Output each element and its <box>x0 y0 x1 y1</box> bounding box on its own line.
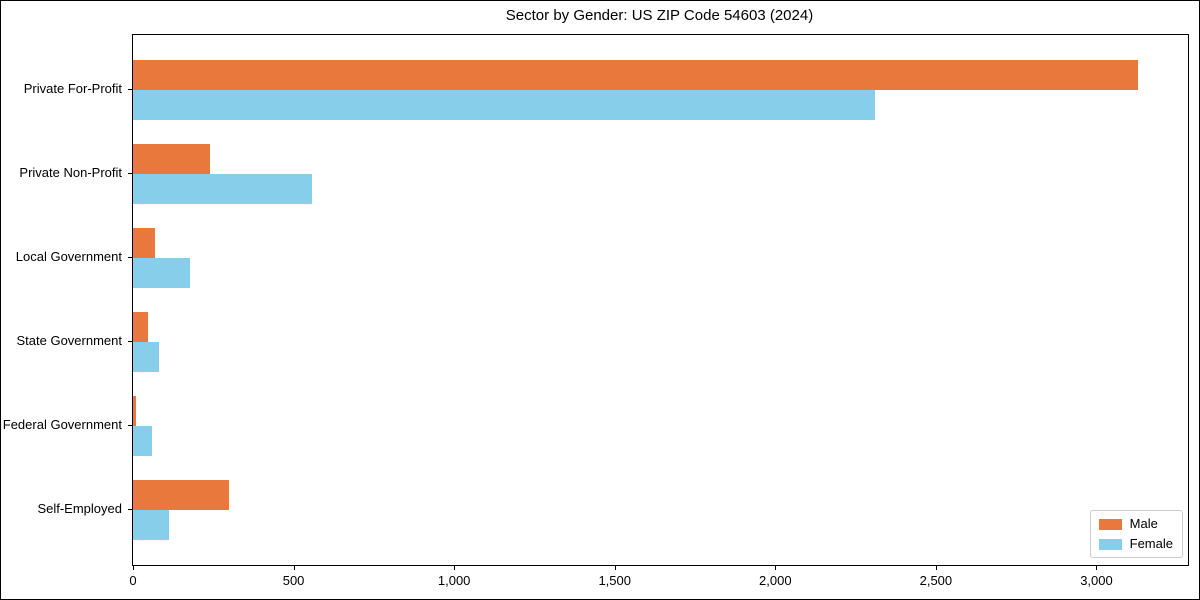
y-tick-mark-2 <box>128 257 132 258</box>
female-swatch-icon <box>1098 538 1122 550</box>
y-tick-mark-1 <box>128 173 132 174</box>
bar-male-5 <box>133 480 229 510</box>
x-tick-label-5: 2,500 <box>919 573 953 588</box>
y-tick-mark-3 <box>128 341 132 342</box>
legend: Male Female <box>1089 510 1183 558</box>
bar-female-3 <box>133 342 159 372</box>
bar-female-4 <box>133 426 152 456</box>
legend-item-female: Female <box>1098 536 1173 551</box>
x-tick-mark-0 <box>133 566 134 570</box>
y-tick-mark-4 <box>128 425 132 426</box>
x-tick-label-4: 2,000 <box>759 573 792 588</box>
x-tick-label-1: 500 <box>282 573 305 588</box>
legend-item-male: Male <box>1098 516 1173 531</box>
y-tick-mark-5 <box>128 509 132 510</box>
y-tick-label-0: Private For-Profit <box>23 81 122 96</box>
bar-male-4 <box>133 396 137 426</box>
x-tick-mark-6 <box>1096 566 1098 570</box>
y-tick-label-1: Private Non-Profit <box>19 165 122 180</box>
legend-label-female: Female <box>1129 536 1173 551</box>
bar-female-1 <box>133 174 313 204</box>
y-tick-label-4: Federal Government <box>2 417 122 432</box>
bar-female-2 <box>133 258 190 288</box>
x-tick-label-2: 1,000 <box>437 573 471 588</box>
bar-male-2 <box>133 228 156 258</box>
x-tick-mark-3 <box>614 566 616 570</box>
male-swatch-icon <box>1098 518 1122 530</box>
chart-title: Sector by Gender: US ZIP Code 54603 (202… <box>505 7 814 24</box>
bar-male-0 <box>133 60 1139 90</box>
plot-area: Male Female <box>132 34 1189 566</box>
x-tick-mark-4 <box>775 566 777 570</box>
y-tick-label-2: Local Government <box>15 249 122 264</box>
bar-male-3 <box>133 312 149 342</box>
x-tick-label-6: 3,000 <box>1080 573 1113 588</box>
x-tick-label-3: 1,500 <box>598 573 631 588</box>
x-tick-label-0: 0 <box>129 573 137 588</box>
bar-male-1 <box>133 144 211 174</box>
bar-female-0 <box>133 90 875 120</box>
x-tick-mark-1 <box>293 566 295 570</box>
legend-label-male: Male <box>1129 516 1158 531</box>
y-tick-mark-0 <box>128 89 132 90</box>
y-tick-label-5: Self-Employed <box>37 501 122 516</box>
x-tick-mark-2 <box>454 566 456 570</box>
x-tick-mark-5 <box>935 566 937 570</box>
bar-female-5 <box>133 510 170 540</box>
y-tick-label-3: State Government <box>16 333 123 348</box>
